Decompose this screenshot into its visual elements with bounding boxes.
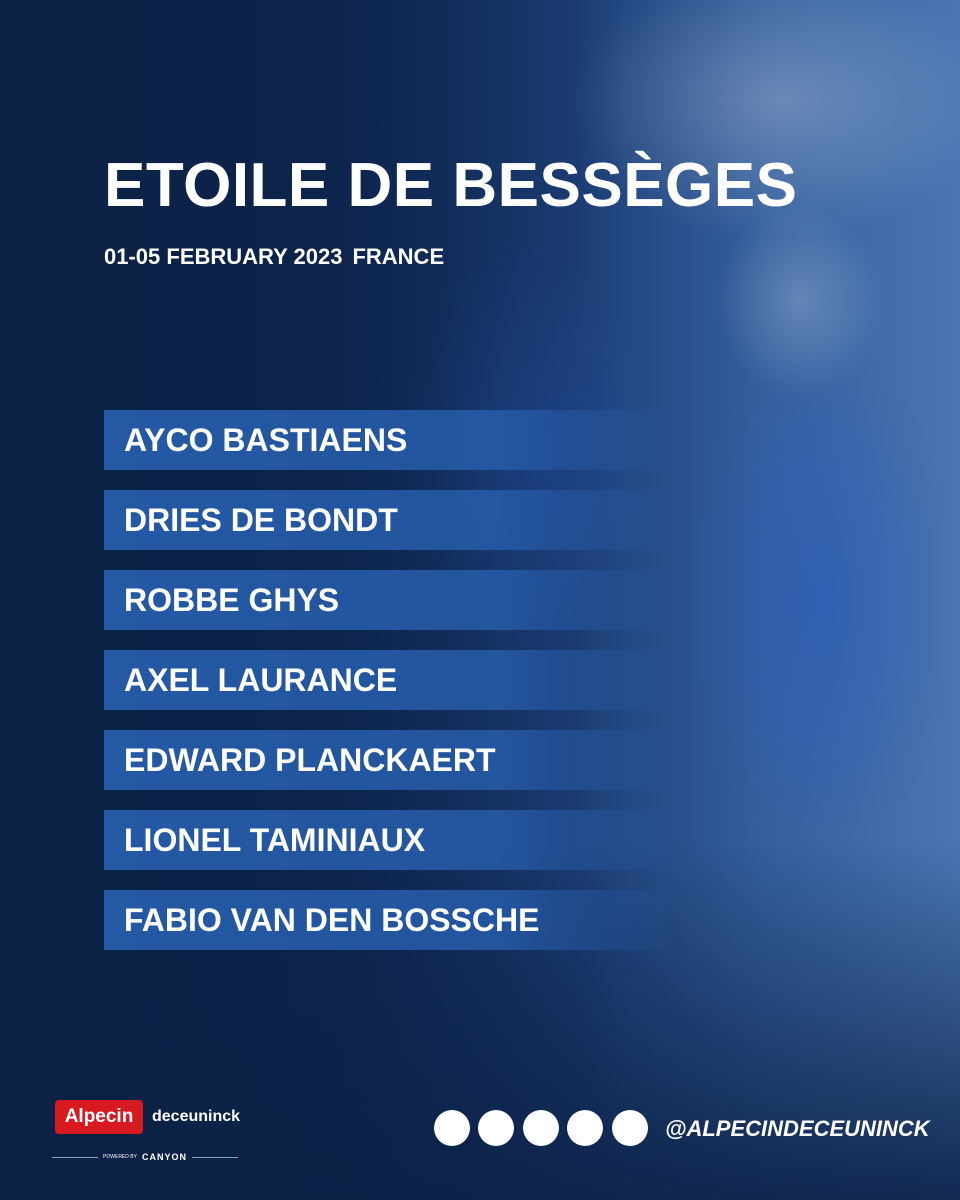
- facebook-icon: [567, 1110, 603, 1146]
- powered-by: POWERED BY CANYON: [52, 1152, 239, 1162]
- rider-name: AXEL LAURANCE: [104, 650, 666, 710]
- rider-name: ROBBE GHYS: [104, 570, 666, 630]
- title: ETOILE DE BESSÈGES: [104, 151, 798, 220]
- sponsor-logo: deceuninck: [152, 1108, 241, 1125]
- social-handle: @ALPECINDECEUNINCK: [665, 1116, 930, 1141]
- sponsor-logo: Alpecin: [55, 1100, 143, 1134]
- instagram-icon: [612, 1110, 648, 1146]
- rider-name: EDWARD PLANCKAERT: [104, 730, 666, 790]
- dates: 01-05 FEBRUARY 2023: [104, 244, 343, 269]
- powered-by-text: POWERED BY: [103, 1154, 137, 1160]
- divider: [52, 1156, 99, 1158]
- divider: [191, 1156, 239, 1158]
- bike-brand: CANYON: [141, 1152, 187, 1162]
- twitter-icon: [523, 1110, 559, 1146]
- youtube-icon: [478, 1110, 514, 1146]
- tiktok-icon: [434, 1110, 470, 1146]
- rider-name: AYCO BASTIAENS: [104, 410, 666, 470]
- rider-name: FABIO VAN DEN BOSSCHE: [104, 890, 666, 950]
- rider-name: DRIES DE BONDT: [104, 490, 666, 550]
- rider-name: LIONEL TAMINIAUX: [104, 810, 666, 870]
- subtitle: 01-05 FEBRUARY 2023 FRANCE: [104, 244, 454, 270]
- country: FRANCE: [352, 244, 445, 269]
